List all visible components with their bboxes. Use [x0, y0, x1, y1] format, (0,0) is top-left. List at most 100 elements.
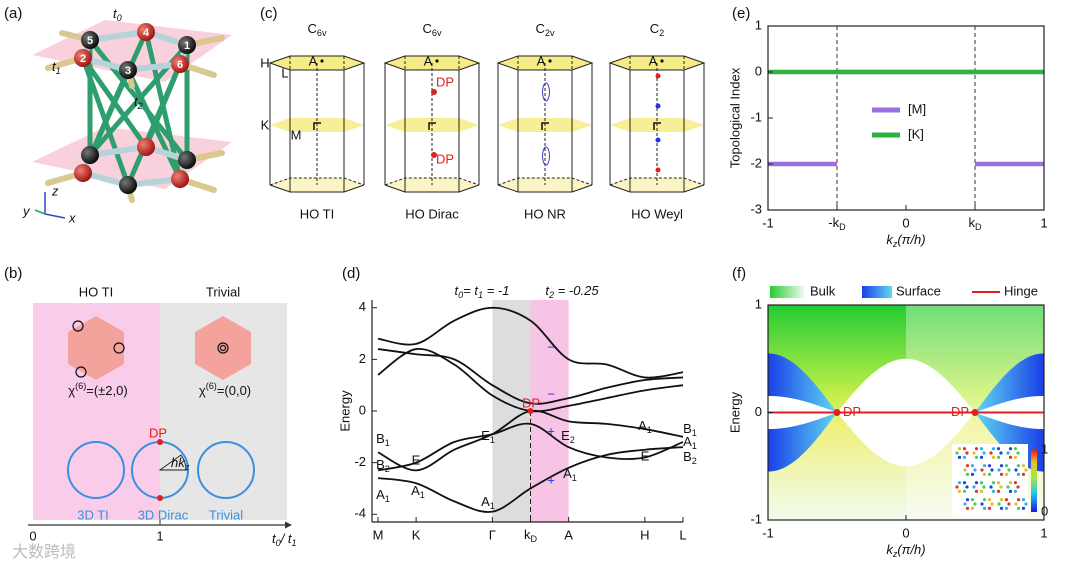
band-label-part: 1: [385, 438, 390, 448]
point-group-part: C: [536, 21, 545, 36]
axis-label-part: 1: [292, 538, 297, 548]
dirac-point: [527, 408, 534, 414]
axis-label-part: / t: [280, 531, 293, 546]
band-label: A1: [638, 418, 652, 435]
inset-site: [991, 481, 996, 485]
inset-site: [991, 455, 996, 459]
panel-label: (f): [732, 265, 746, 282]
dirac-point: [157, 495, 163, 501]
parameter-note-part: = -1: [483, 283, 509, 298]
watermark: 大数跨境: [12, 542, 76, 561]
phase-name: HO Weyl: [631, 206, 683, 221]
inset-site: [999, 464, 1004, 468]
hopping-label: t2: [134, 94, 143, 111]
inset-site: [1016, 464, 1021, 468]
inset-site: [979, 489, 984, 493]
x-tick-label: -1: [762, 525, 774, 540]
inset-site: [1021, 506, 1026, 510]
band-label: −: [547, 339, 555, 354]
inset-site: [955, 485, 959, 489]
point-group-part: C: [650, 21, 659, 36]
angle-label: hkz: [171, 455, 190, 472]
x-tick-label-part: D: [839, 222, 846, 232]
inset-site: [970, 506, 975, 510]
x-tick-label: L: [679, 527, 686, 542]
inset-site: [1004, 464, 1009, 468]
inset-site: [1008, 455, 1013, 459]
inset-site: [1016, 498, 1021, 502]
colorbar-label: 1: [1041, 441, 1048, 456]
y-tick-label: 1: [755, 296, 762, 311]
wannier-centers: [72, 320, 229, 378]
band-label-part: 1: [572, 473, 577, 483]
inset-site: [1013, 481, 1018, 485]
inset-site: [1013, 447, 1018, 451]
k-point: K: [261, 117, 270, 132]
atom: [178, 151, 196, 169]
inset-site: [979, 447, 984, 451]
winding-index-part: =(0,0): [217, 383, 251, 398]
inset-site: [957, 481, 962, 485]
atom: [74, 49, 92, 67]
band-label: A1: [563, 466, 577, 483]
band-label-part: 1: [385, 494, 390, 504]
band-label: E1: [481, 428, 495, 445]
point-group: C6v: [423, 21, 442, 38]
phase-name: HO Dirac: [405, 206, 459, 221]
inset-site: [963, 468, 967, 472]
plot-frame: [767, 25, 1045, 211]
atom: [119, 176, 137, 194]
nodal-ring: [542, 82, 550, 102]
atom: [81, 31, 99, 49]
inset-site: [982, 498, 987, 502]
site-label: 2: [80, 53, 86, 65]
dp-label: DP: [436, 151, 454, 166]
inset-site: [965, 506, 970, 510]
inset-site: [962, 455, 967, 459]
dirac-point: [833, 409, 841, 416]
band-label: E: [641, 448, 650, 463]
phase-name: HO TI: [79, 284, 113, 299]
point-group: C6v: [308, 21, 327, 38]
inset-site: [990, 468, 994, 472]
phase-name: HO TI: [300, 206, 334, 221]
y-tick-label: -1: [750, 109, 762, 124]
x-tick-label: A: [564, 527, 573, 542]
band-label: E2: [561, 428, 575, 445]
axis-name: x: [68, 210, 76, 225]
band-label: B1: [376, 431, 390, 448]
band-label-part: 2: [385, 464, 390, 474]
site-label: 3: [125, 65, 131, 77]
state-label: Trivial: [209, 507, 243, 522]
band-label: A1: [376, 487, 390, 504]
x-axis-label-part: k: [886, 542, 894, 557]
x-tick-label: 1: [1040, 525, 1047, 540]
inset-site: [1006, 485, 1010, 489]
panel-label: (e): [732, 5, 750, 22]
weyl-point: [655, 167, 661, 173]
x-tick-label-part: k: [968, 215, 975, 230]
inset-site: [972, 485, 976, 489]
axis-x: [44, 213, 66, 219]
y-tick-label: 0: [755, 404, 762, 419]
winding-index-part: χ: [199, 383, 206, 398]
site-label: 1: [184, 40, 190, 52]
legend-label: Bulk: [810, 283, 836, 298]
band-label-part: A: [411, 483, 420, 498]
inset-site: [991, 447, 996, 451]
winding-index: χ(6)=(0,0): [199, 381, 251, 398]
legend-swatch: [862, 286, 892, 298]
k-point: A: [649, 53, 658, 68]
y-tick-label: 4: [359, 299, 366, 314]
point-group: C2: [650, 21, 664, 38]
dirac-point: [431, 152, 437, 158]
inset-site: [980, 502, 984, 506]
dp-label: DP: [951, 404, 969, 419]
point-group-part: 2: [659, 28, 664, 38]
axis-tick-label: 1: [156, 528, 163, 543]
hopping-label-part: t: [113, 6, 118, 21]
atom: [81, 146, 99, 164]
inset-site: [965, 472, 970, 476]
x-tick-label: M: [373, 527, 384, 542]
